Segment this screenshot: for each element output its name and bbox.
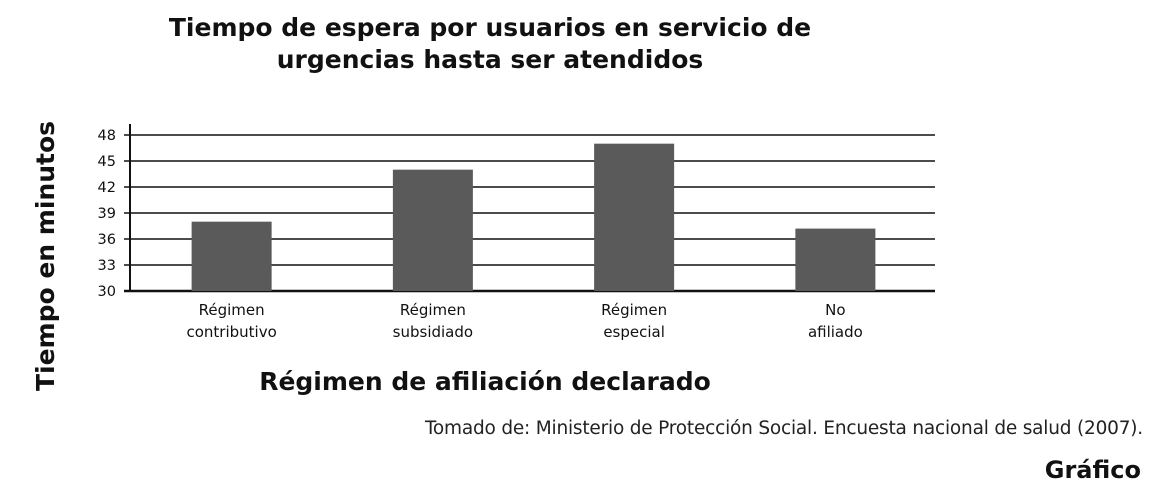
chart-title: Tiempo de espera por usuarios en servici… (130, 12, 850, 76)
x-tick-label: Régimen (400, 301, 466, 319)
bar-chart: 30 33 36 39 42 45 48 Régimen contributivo Régimen… (31, 121, 935, 396)
x-tick-label: contributivo (186, 323, 276, 341)
x-tick-label: especial (603, 323, 665, 341)
bar (795, 228, 876, 291)
y-tick-label: 48 (98, 128, 116, 144)
x-tick-label: afiliado (808, 323, 863, 341)
y-tick-label: 36 (98, 232, 116, 248)
chart-title-line-2: urgencias hasta ser atendidos (276, 45, 704, 74)
chart-title-line-1: Tiempo de espera por usuarios en servici… (168, 13, 812, 42)
y-tick-label: 33 (98, 258, 116, 274)
y-tick-label: 42 (98, 180, 116, 196)
figure-caption: Gráfico (1044, 456, 1141, 484)
y-tick-label: 30 (98, 284, 116, 300)
x-tick-label: No (825, 301, 845, 319)
source-note: Tomado de: Ministerio de Protección Soci… (424, 418, 1143, 439)
x-tick-label: subsidiado (393, 323, 473, 341)
y-tick-label: 45 (98, 154, 116, 170)
y-tick-label: 39 (98, 206, 116, 222)
x-axis-title: Régimen de afiliación declarado (259, 367, 711, 396)
bar (392, 169, 473, 291)
x-tick-label: Régimen (199, 301, 265, 319)
bar (191, 221, 272, 291)
y-axis-title: Tiempo en minutos (31, 121, 60, 391)
x-tick-label: Régimen (601, 301, 667, 319)
bar (594, 143, 675, 291)
